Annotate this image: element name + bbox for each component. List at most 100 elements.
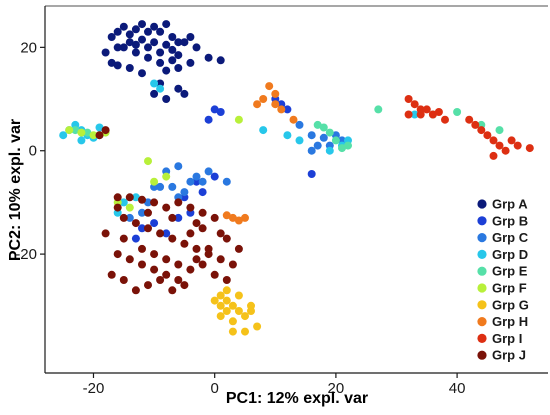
data-point-grp-a <box>174 38 183 47</box>
data-point-grp-j <box>113 203 122 212</box>
data-point-grp-a <box>156 58 165 67</box>
x-tick-label: -20 <box>83 380 105 397</box>
data-point-grp-j <box>228 260 237 269</box>
data-point-grp-a <box>162 40 171 49</box>
data-point-grp-h <box>222 211 231 220</box>
data-point-grp-a <box>125 64 134 72</box>
data-point-grp-j <box>113 193 122 202</box>
legend-label: Grp J <box>492 348 526 363</box>
data-point-grp-j <box>168 286 177 295</box>
data-point-grp-c <box>204 167 213 176</box>
data-point-grp-j <box>192 255 201 264</box>
data-point-grp-j <box>113 250 122 259</box>
data-point-grp-e <box>83 128 92 137</box>
data-point-grp-g <box>228 327 237 336</box>
data-point-grp-h <box>228 213 237 222</box>
data-point-grp-j <box>198 260 207 269</box>
data-point-grp-g <box>210 296 219 305</box>
data-point-grp-b <box>216 108 225 116</box>
data-point-grp-j <box>119 234 128 243</box>
x-tick-label: 20 <box>328 380 345 397</box>
data-point-grp-a <box>131 40 140 49</box>
y-axis-ticks: -20 0 20 <box>15 39 45 263</box>
data-point-grp-h <box>271 89 280 98</box>
data-point-grp-c <box>313 141 322 150</box>
data-point-grp-j <box>138 195 146 204</box>
data-point-grp-f <box>144 157 152 166</box>
legend-label: Grp A <box>492 197 528 212</box>
data-point-grp-i <box>477 126 486 135</box>
data-point-grp-j <box>186 203 195 212</box>
x-tick-label: 40 <box>449 380 466 397</box>
y-tick-label: 20 <box>20 39 37 56</box>
data-point-grp-g <box>247 307 255 315</box>
data-point-grp-j <box>144 281 152 290</box>
data-point-grp-j <box>216 229 225 238</box>
data-point-grp-c <box>198 177 207 186</box>
data-point-grp-i <box>441 115 449 124</box>
data-point-grp-i <box>434 108 443 116</box>
data-point-grp-f <box>162 172 171 181</box>
data-point-grp-j <box>174 260 183 269</box>
data-point-grp-i <box>404 95 413 103</box>
data-point-grp-b <box>174 213 183 222</box>
data-point-grp-j <box>174 198 183 207</box>
data-point-grp-a <box>168 45 177 54</box>
data-point-grp-c <box>307 146 316 155</box>
legend-marker <box>477 283 487 293</box>
data-point-grp-e <box>313 120 322 129</box>
data-point-grp-d <box>325 146 334 155</box>
data-point-grp-i <box>404 110 413 119</box>
data-point-grp-j <box>162 203 171 212</box>
data-point-grp-b <box>131 234 140 243</box>
x-axis-ticks: -20 0 20 40 <box>83 373 466 397</box>
data-point-grp-j <box>144 208 152 217</box>
data-point-grp-j <box>138 260 146 269</box>
legend-label: Grp D <box>492 247 528 262</box>
data-point-grp-j <box>150 250 159 259</box>
data-point-grp-g <box>216 291 225 300</box>
data-point-grp-a <box>150 22 159 31</box>
data-point-grp-j <box>131 286 140 295</box>
data-point-grp-d <box>77 136 86 145</box>
data-point-grp-a <box>174 84 183 93</box>
data-point-grp-a <box>113 27 122 36</box>
legend-label: Grp E <box>492 264 528 279</box>
y-tick-label: -20 <box>15 246 37 263</box>
data-point-grp-f <box>234 115 243 124</box>
plot-axes <box>44 5 548 374</box>
data-point-grp-j <box>101 229 110 238</box>
data-point-grp-b <box>138 224 146 233</box>
data-point-grp-i <box>471 120 480 129</box>
data-point-grp-a <box>144 43 152 52</box>
legend-marker <box>477 233 487 243</box>
data-point-grp-j <box>119 276 128 284</box>
data-point-grp-h <box>241 213 249 222</box>
data-point-grp-h <box>234 216 243 225</box>
data-point-grp-a <box>107 33 116 41</box>
data-point-grp-g <box>222 307 231 315</box>
y-axis-title: PC2: 10% expl. var <box>7 119 24 261</box>
data-point-grp-i <box>483 131 492 140</box>
data-point-grp-e <box>374 105 383 114</box>
data-point-grp-a <box>168 56 177 65</box>
data-point-grp-i <box>513 141 522 150</box>
data-point-grp-c <box>186 177 195 186</box>
data-point-grp-j <box>156 229 165 238</box>
data-point-grp-j <box>150 198 159 207</box>
data-point-grp-f <box>77 128 86 137</box>
data-point-grp-b <box>210 172 219 181</box>
data-point-grp-d <box>119 198 128 207</box>
legend-label: Grp I <box>492 331 522 346</box>
y-tick-label: 0 <box>29 143 37 160</box>
data-point-grp-a <box>204 53 213 62</box>
data-point-grp-c <box>174 162 183 171</box>
data-point-grp-j <box>222 276 231 284</box>
data-point-grp-a <box>186 33 195 41</box>
data-point-grp-i <box>422 105 431 114</box>
data-point-grp-g <box>216 312 225 321</box>
data-point-grp-a <box>216 56 225 65</box>
